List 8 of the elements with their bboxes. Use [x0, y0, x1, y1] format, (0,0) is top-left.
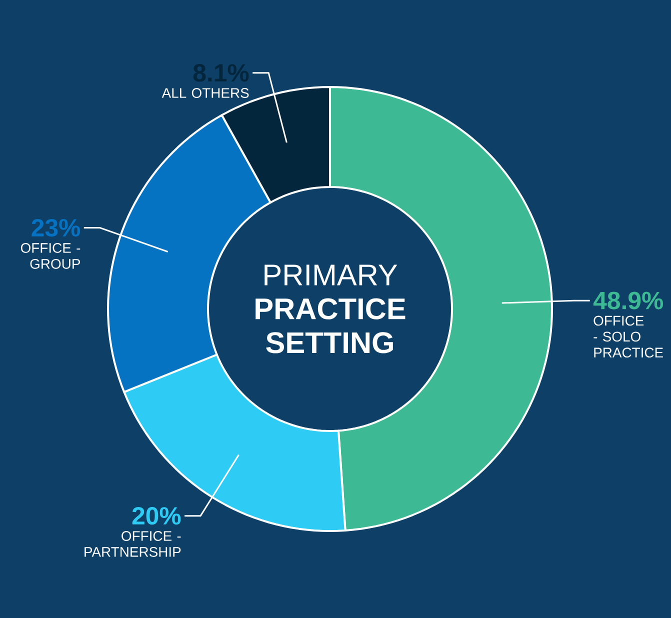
text: PRIMARY PRACTICE SETTING [256, 264, 406, 354]
slice-label: OFFICE - SOLO PRACTICE [594, 316, 663, 358]
slice-label: OFFICE - GROUP [20, 243, 80, 269]
slice-label: OFFICE - PARTNERSHIP [84, 531, 181, 557]
data-label: 23% [32, 218, 80, 237]
data-label: 48.9% [593, 292, 664, 310]
slice-label: ALL OTHERS [162, 88, 249, 98]
data-label: 20% [132, 507, 181, 525]
